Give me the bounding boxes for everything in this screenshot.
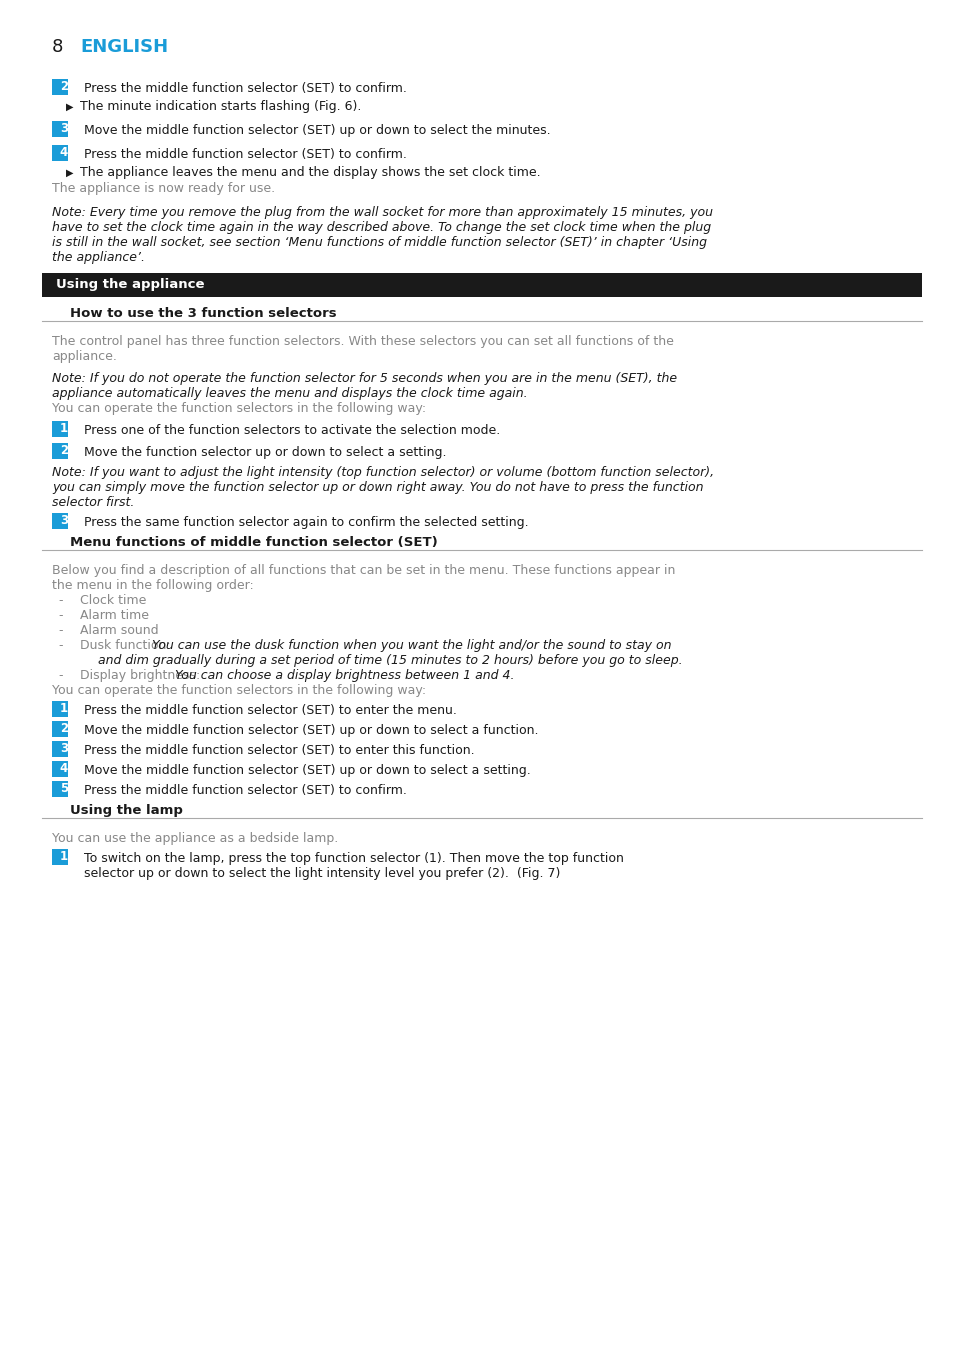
Text: Move the middle function selector (SET) up or down to select a function.: Move the middle function selector (SET) …: [84, 724, 537, 737]
Text: Menu functions of middle function selector (SET): Menu functions of middle function select…: [70, 536, 437, 548]
Text: 1: 1: [60, 703, 68, 715]
Bar: [52, 761, 68, 777]
Text: Clock time: Clock time: [80, 594, 146, 607]
Text: Press the middle function selector (SET) to confirm.: Press the middle function selector (SET)…: [84, 148, 406, 161]
Text: Note: If you want to adjust the light intensity (top function selector) or volum: Note: If you want to adjust the light in…: [52, 466, 714, 479]
Text: Press the middle function selector (SET) to enter this function.: Press the middle function selector (SET)…: [84, 743, 475, 757]
Text: 5: 5: [60, 783, 68, 796]
Text: To switch on the lamp, press the top function selector (1). Then move the top fu: To switch on the lamp, press the top fun…: [84, 852, 623, 865]
Text: You can use the dusk function when you want the light and/or the sound to stay o: You can use the dusk function when you w…: [152, 639, 671, 653]
Text: the menu in the following order:: the menu in the following order:: [52, 580, 253, 592]
Text: You can choose a display brightness between 1 and 4.: You can choose a display brightness betw…: [174, 669, 514, 682]
Text: 2: 2: [60, 80, 68, 93]
Text: You can operate the function selectors in the following way:: You can operate the function selectors i…: [52, 684, 426, 697]
Text: Move the middle function selector (SET) up or down to select the minutes.: Move the middle function selector (SET) …: [84, 125, 550, 137]
Text: 1: 1: [60, 422, 68, 436]
Text: 2: 2: [60, 723, 68, 735]
Text: Display brightness:: Display brightness:: [80, 669, 204, 682]
Text: Press the middle function selector (SET) to enter the menu.: Press the middle function selector (SET)…: [84, 704, 456, 718]
Text: ENGLISH: ENGLISH: [80, 38, 168, 56]
Text: appliance automatically leaves the menu and displays the clock time again.: appliance automatically leaves the menu …: [52, 387, 527, 399]
Text: Using the appliance: Using the appliance: [56, 278, 204, 291]
Text: Press one of the function selectors to activate the selection mode.: Press one of the function selectors to a…: [84, 424, 499, 437]
Text: selector up or down to select the light intensity level you prefer (2).  (Fig. 7: selector up or down to select the light …: [84, 867, 559, 880]
Text: Move the middle function selector (SET) up or down to select a setting.: Move the middle function selector (SET) …: [84, 764, 530, 777]
Text: appliance.: appliance.: [52, 349, 117, 363]
Text: Note: Every time you remove the plug from the wall socket for more than approxim: Note: Every time you remove the plug fro…: [52, 206, 712, 219]
Text: 3: 3: [60, 515, 68, 528]
Bar: [52, 79, 68, 95]
Text: Alarm time: Alarm time: [80, 609, 149, 621]
Bar: [42, 274, 921, 297]
Text: Press the middle function selector (SET) to confirm.: Press the middle function selector (SET)…: [84, 83, 406, 95]
Bar: [52, 701, 68, 716]
Text: The control panel has three function selectors. With these selectors you can set: The control panel has three function sel…: [52, 334, 673, 348]
Text: ▶: ▶: [66, 168, 73, 177]
Bar: [52, 513, 68, 529]
Text: 4: 4: [60, 146, 68, 160]
Text: 2: 2: [60, 444, 68, 458]
Bar: [52, 443, 68, 459]
Text: -: -: [58, 639, 63, 653]
Text: have to set the clock time again in the way described above. To change the set c: have to set the clock time again in the …: [52, 221, 710, 234]
Text: Move the function selector up or down to select a setting.: Move the function selector up or down to…: [84, 445, 446, 459]
Bar: [52, 722, 68, 737]
Text: Alarm sound: Alarm sound: [80, 624, 158, 636]
Bar: [52, 741, 68, 757]
Bar: [52, 849, 68, 865]
Text: ▶: ▶: [66, 102, 73, 112]
Text: -: -: [58, 609, 63, 621]
Text: The appliance leaves the menu and the display shows the set clock time.: The appliance leaves the menu and the di…: [80, 167, 540, 179]
Text: the appliance’.: the appliance’.: [52, 250, 145, 264]
Text: Note: If you do not operate the function selector for 5 seconds when you are in : Note: If you do not operate the function…: [52, 372, 677, 385]
Text: you can simply move the function selector up or down right away. You do not have: you can simply move the function selecto…: [52, 481, 702, 494]
Text: 8: 8: [52, 38, 63, 56]
Text: 4: 4: [60, 762, 68, 776]
Text: is still in the wall socket, see section ‘Menu functions of middle function sele: is still in the wall socket, see section…: [52, 236, 706, 249]
Text: 1: 1: [60, 850, 68, 864]
Text: 3: 3: [60, 742, 68, 756]
Text: Press the middle function selector (SET) to confirm.: Press the middle function selector (SET)…: [84, 784, 406, 798]
Text: -: -: [58, 624, 63, 636]
Text: -: -: [58, 594, 63, 607]
Text: Press the same function selector again to confirm the selected setting.: Press the same function selector again t…: [84, 516, 528, 529]
Text: Dusk function:: Dusk function:: [80, 639, 174, 653]
Text: You can operate the function selectors in the following way:: You can operate the function selectors i…: [52, 402, 426, 414]
Text: -: -: [58, 669, 63, 682]
Text: The minute indication starts flashing (Fig. 6).: The minute indication starts flashing (F…: [80, 100, 361, 112]
Bar: [52, 145, 68, 161]
Text: and dim gradually during a set period of time (15 minutes to 2 hours) before you: and dim gradually during a set period of…: [98, 654, 682, 668]
Text: Using the lamp: Using the lamp: [70, 804, 183, 816]
Text: selector first.: selector first.: [52, 496, 134, 509]
Text: 3: 3: [60, 122, 68, 135]
Text: You can use the appliance as a bedside lamp.: You can use the appliance as a bedside l…: [52, 831, 338, 845]
Text: The appliance is now ready for use.: The appliance is now ready for use.: [52, 181, 274, 195]
Bar: [52, 781, 68, 796]
Bar: [52, 122, 68, 137]
Text: Below you find a description of all functions that can be set in the menu. These: Below you find a description of all func…: [52, 565, 675, 577]
Text: How to use the 3 function selectors: How to use the 3 function selectors: [70, 307, 336, 320]
Bar: [52, 421, 68, 437]
